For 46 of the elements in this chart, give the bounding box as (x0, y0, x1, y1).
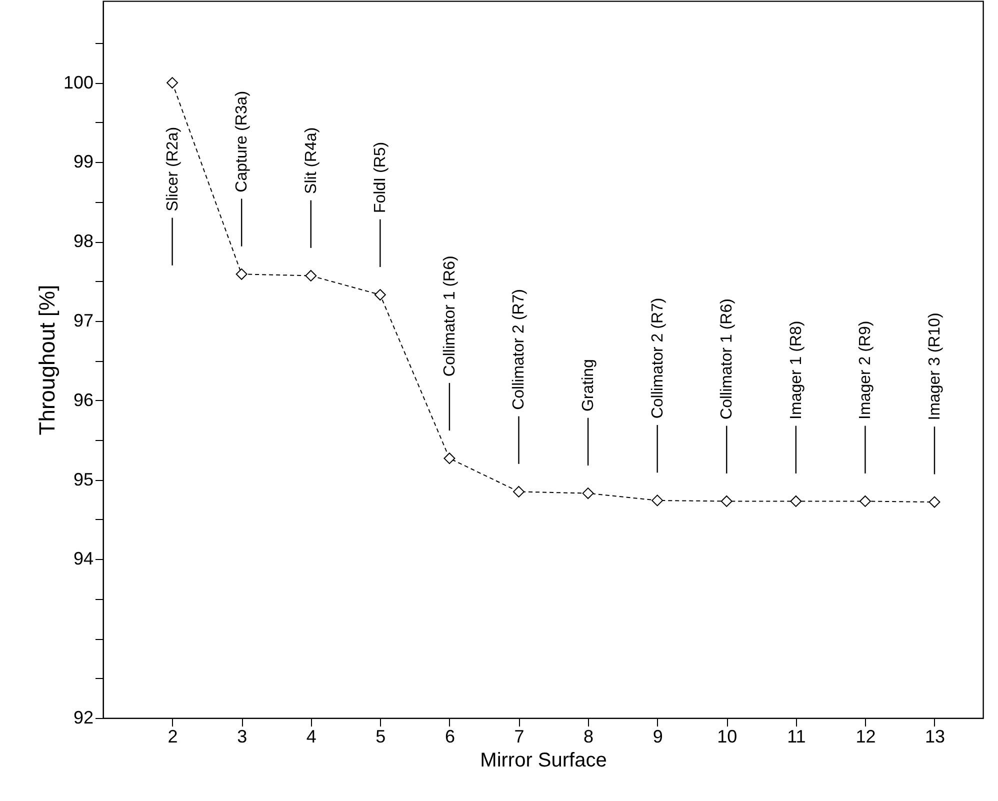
annotation: Collimator 1 (R6) (441, 256, 458, 377)
x-tick-label: 2 (168, 726, 178, 746)
annotation: Imager 3 (R10) (926, 312, 944, 420)
y-tick-label: 97 (73, 310, 94, 330)
x-tick-label: 9 (652, 726, 663, 746)
x-tick-label: 3 (237, 726, 248, 746)
annotation: Imager 2 (R9) (857, 320, 874, 420)
annotation: Slicer (R2a) (164, 126, 182, 212)
x-axis-title: Mirror Surface (480, 750, 607, 772)
point (720, 495, 732, 507)
point (374, 289, 386, 301)
point (513, 486, 524, 498)
y-tick-label: 100 (63, 72, 94, 92)
x-tick-label: 5 (376, 726, 386, 746)
point (790, 495, 802, 507)
annotation: FoldI (R5) (372, 142, 390, 214)
point (652, 494, 664, 506)
x-tick-label: 8 (584, 726, 594, 746)
annotation: Imager 1 (R8) (788, 320, 805, 420)
annotation: Grating (580, 359, 598, 412)
point (928, 496, 940, 508)
x-tick-label: 6 (444, 726, 455, 746)
x-tick-label: 13 (924, 726, 946, 746)
annotation: Collimator 1 (R6) (718, 298, 736, 420)
y-axis-title: Throughout [%] (34, 284, 60, 436)
x-tick-label: 11 (787, 726, 806, 746)
y-tick-label: 98 (73, 231, 94, 252)
y-tick-label: 95 (73, 469, 94, 490)
point (305, 270, 317, 282)
x-tick-label: 12 (856, 726, 876, 746)
annotation: Collimator 2 (R7) (510, 289, 528, 410)
y-tick-label: 96 (73, 390, 94, 410)
y-tick-label: 92 (73, 708, 94, 728)
annotation: Collimator 2 (R7) (649, 298, 666, 419)
point (859, 495, 871, 507)
x-tick-label: 10 (717, 726, 738, 746)
x-tick-label: 4 (306, 726, 316, 746)
x-tick-label: 7 (514, 726, 524, 746)
point (236, 268, 248, 280)
point (166, 77, 178, 89)
y-tick-label: 94 (73, 548, 94, 569)
point (582, 488, 594, 500)
y-tick-label: 99 (73, 152, 94, 172)
annotation: Capture (R3a) (234, 90, 251, 192)
point (444, 452, 456, 464)
annotation: Slit (R4a) (302, 127, 320, 194)
